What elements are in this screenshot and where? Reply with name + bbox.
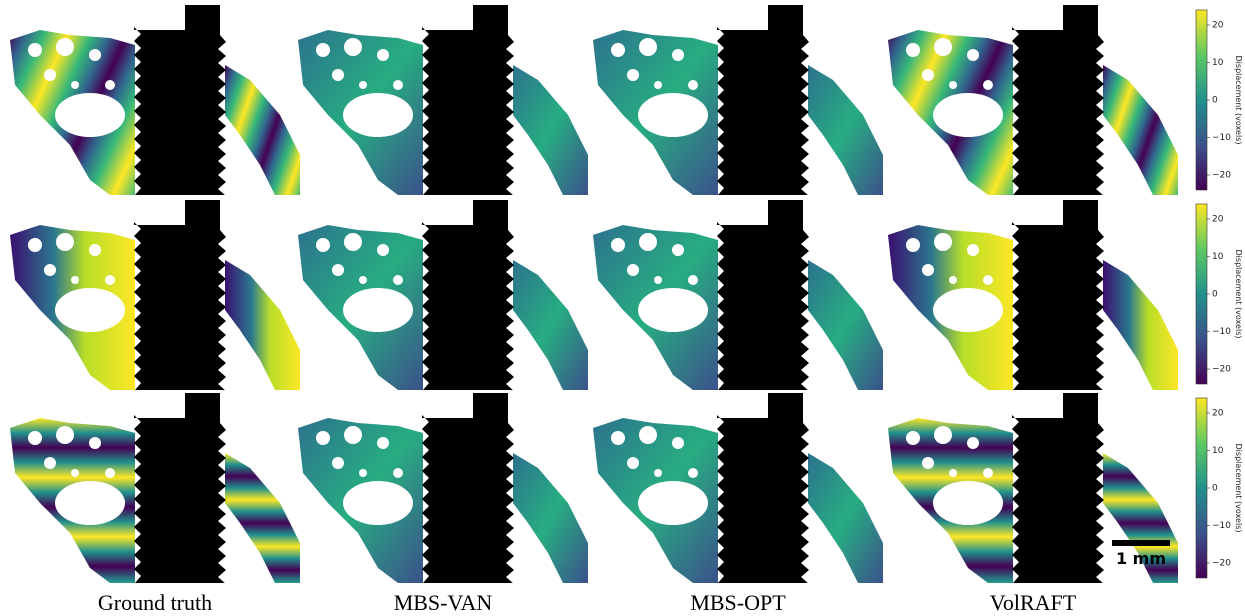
colorbar-tick-label: 10 (1212, 58, 1224, 68)
colorbar-tick-label: −20 (1212, 171, 1231, 181)
colorbar-tick-label: −20 (1212, 365, 1231, 375)
colorbar-tick-label: 20 (1212, 409, 1224, 419)
colorbar-tick-label: 20 (1212, 21, 1224, 31)
panels (10, 5, 1178, 591)
colorbar (1196, 204, 1207, 384)
colorbar (1196, 398, 1207, 578)
colorbar-tick-label: −10 (1212, 521, 1231, 531)
displacement-map (593, 200, 883, 398)
displacement-map (298, 200, 588, 398)
displacement-map (10, 5, 300, 203)
colorbar-tick-label: 0 (1212, 484, 1218, 494)
colorbar-label: Displacement (voxels) (1234, 444, 1243, 533)
column-label: MBS-OPT (690, 590, 786, 615)
colorbar-tick-label: −10 (1212, 327, 1231, 337)
colorbar-tick-label: 10 (1212, 252, 1224, 262)
colorbar-tick-label: 20 (1212, 215, 1224, 225)
displacement-map (888, 5, 1178, 203)
scale-bar (1112, 540, 1170, 546)
colorbar-label: Displacement (voxels) (1234, 250, 1243, 339)
colorbar-tick-label: 10 (1212, 446, 1224, 456)
column-label: MBS-VAN (394, 590, 493, 615)
column-label: Ground truth (98, 590, 212, 615)
colorbar-label: Displacement (voxels) (1234, 56, 1243, 145)
displacement-map (10, 200, 300, 398)
colorbar-tick-label: −20 (1212, 559, 1231, 569)
displacement-map (298, 393, 588, 591)
displacement-map (10, 393, 300, 591)
colorbar-tick-label: 0 (1212, 96, 1218, 106)
column-label: VolRAFT (990, 590, 1077, 615)
scale-bar-label: 1 mm (1116, 549, 1166, 568)
colorbars: 20 10 0 −10 −20 Displacement (voxels) 20 10 0 −10… (1196, 10, 1243, 578)
displacement-map (593, 5, 883, 203)
displacement-map (298, 5, 588, 203)
colorbar-tick-label: 0 (1212, 290, 1218, 300)
displacement-map (593, 393, 883, 591)
colorbar-tick-label: −10 (1212, 133, 1231, 143)
colorbar (1196, 10, 1207, 190)
displacement-map (888, 200, 1178, 398)
figure: 20 10 0 −10 −20 Displacement (voxels) 20 10 0 −10… (0, 0, 1245, 616)
